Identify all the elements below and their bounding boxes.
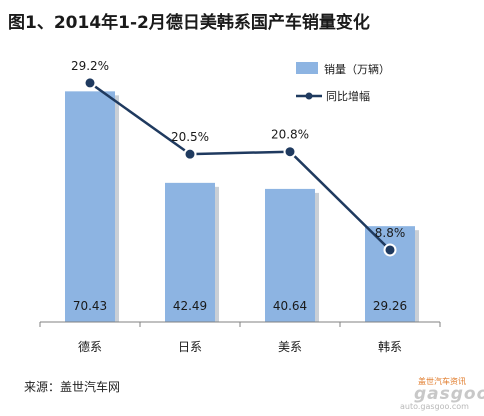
- x-tick-label: 韩系: [378, 339, 402, 354]
- bar-2: [165, 182, 215, 322]
- gasgoo-watermark: 盖世汽车资讯 gasgoo auto.gasgoo.com: [396, 376, 484, 412]
- chart-title: 图1、2014年1-2月德日美韩系国产车销量变化: [8, 13, 370, 33]
- x-tick-label: 德系: [78, 339, 102, 354]
- growth-line: [89, 81, 391, 251]
- growth-marker-4: [383, 243, 397, 257]
- bar-value-label: 29.26: [373, 299, 407, 313]
- source-note: 来源：盖世汽车网: [24, 380, 121, 394]
- legend-line-marker: [305, 92, 313, 100]
- growth-value-label: 8.8%: [375, 226, 406, 240]
- x-tick-label: 日系: [178, 340, 202, 354]
- bar-4: [365, 226, 415, 322]
- legend-bar-swatch: [296, 62, 318, 74]
- growth-value-label: 20.8%: [271, 128, 309, 142]
- growth-marker-3: [283, 145, 297, 159]
- watermark-logo: gasgoo: [414, 384, 484, 404]
- legend-line-label: 同比增幅: [326, 89, 370, 103]
- growth-marker-2: [183, 147, 197, 161]
- growth-marker-1: [83, 76, 97, 90]
- legend-bar-label: 销量（万辆）: [324, 62, 390, 76]
- bar-3: [265, 188, 315, 322]
- growth-value-label: 29.2%: [71, 59, 109, 73]
- bar-value-label: 70.43: [73, 299, 107, 313]
- watermark-url: auto.gasgoo.com: [400, 402, 469, 411]
- x-tick-label: 美系: [278, 340, 302, 354]
- growth-value-label: 20.5%: [171, 130, 209, 144]
- bar-value-label: 42.49: [173, 299, 207, 313]
- watermark-top-text: 盖世汽车资讯: [418, 377, 466, 386]
- bar-1: [65, 91, 115, 322]
- bar-value-label: 40.64: [273, 299, 307, 313]
